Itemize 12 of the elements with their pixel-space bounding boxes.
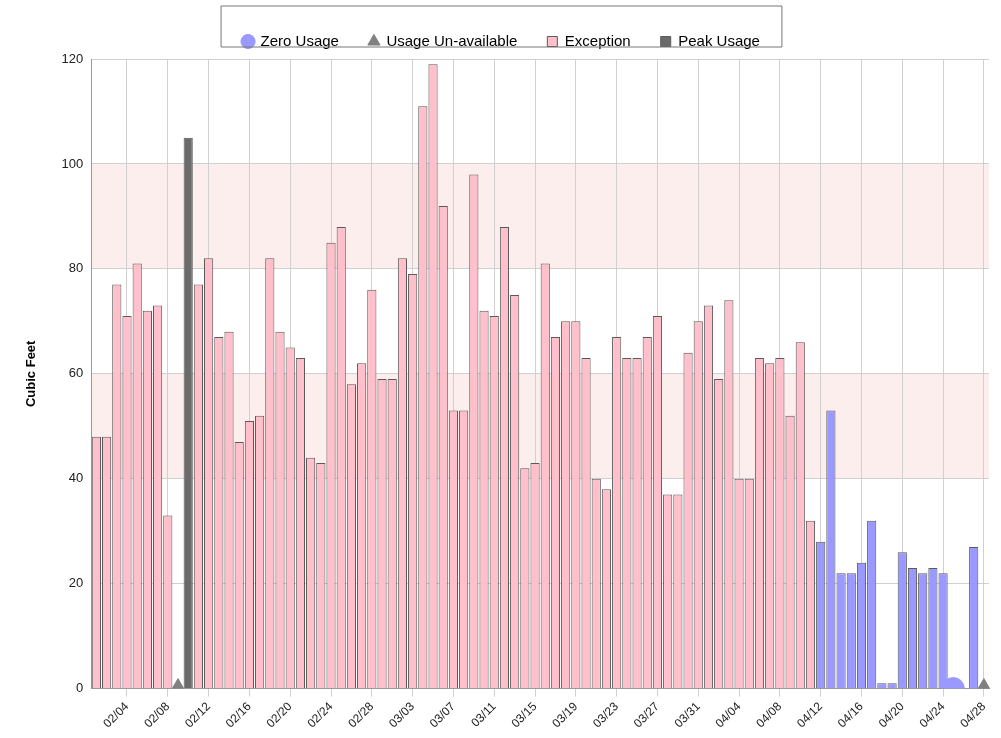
legend-label: Zero Usage [260, 31, 339, 49]
y-tick-label: 0 [76, 680, 84, 696]
y-tick-label: 60 [68, 365, 84, 381]
legend-label: Usage Un-available [386, 31, 518, 49]
y-tick-label: 100 [61, 155, 84, 171]
y-axis-title: Cubic Feet [23, 339, 39, 408]
y-tick-label: 120 [61, 50, 84, 66]
y-tick-label: 40 [68, 470, 84, 486]
legend-label: Exception [564, 31, 631, 49]
y-tick-label: 20 [68, 575, 84, 591]
legend-label: Peak Usage [678, 31, 760, 49]
y-tick-label: 80 [68, 260, 84, 276]
